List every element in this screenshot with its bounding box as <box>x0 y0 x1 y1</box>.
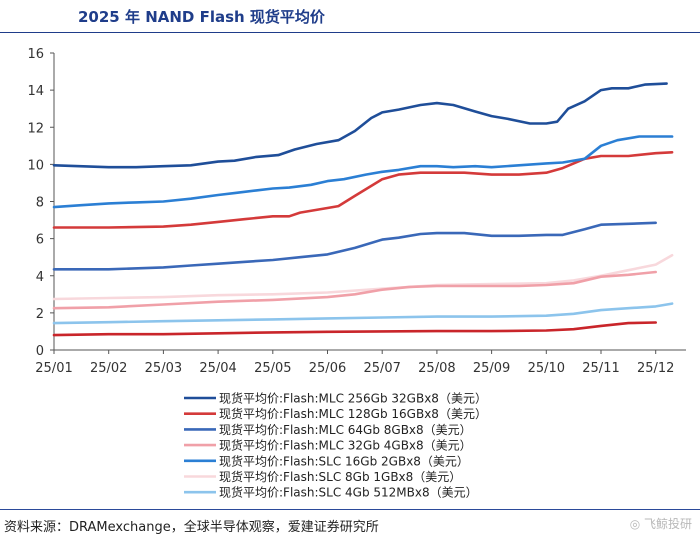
x-tick-label: 25/02 <box>90 361 127 376</box>
series-line-4 <box>52 135 674 209</box>
x-tick-label: 25/04 <box>199 361 236 376</box>
legend-label-0: 现货平均价:Flash:MLC 256Gb 32GBx8（美元） <box>219 391 487 406</box>
y-tick-label: 12 <box>27 121 44 136</box>
x-tick-label: 25/08 <box>418 361 455 376</box>
chart-legend: 现货平均价:Flash:MLC 256Gb 32GBx8（美元）现货平均价:Fl… <box>184 391 487 500</box>
legend-label-6: 现货平均价:Flash:SLC 4Gb 512MBx8（美元） <box>219 485 478 500</box>
x-tick-label: 25/12 <box>637 361 674 376</box>
source-note: 资料来源：DRAMexchange，全球半导体观察，爱建证券研究所 <box>4 520 379 535</box>
x-tick-label: 25/06 <box>309 361 346 376</box>
x-tick-label: 25/09 <box>473 361 510 376</box>
footer-divider <box>0 509 700 510</box>
x-tick-label: 25/10 <box>528 361 565 376</box>
legend-label-1: 现货平均价:Flash:MLC 128Gb 16GBx8（美元） <box>219 406 487 421</box>
x-tick-label: 25/03 <box>145 361 182 376</box>
y-tick-label: 10 <box>27 158 44 173</box>
x-tick-label: 25/07 <box>363 361 400 376</box>
title-divider <box>0 32 700 33</box>
x-tick-label: 25/01 <box>35 361 72 376</box>
watermark: ◎ 飞鲸投研 <box>629 517 692 531</box>
x-tick-label: 25/05 <box>254 361 291 376</box>
series-line-7 <box>52 321 657 337</box>
chart-axes: 0 2 4 6 8 10 12 14 16 25/01 25/02 25/03 25/04 25/05 25… <box>27 47 686 376</box>
y-tick-label: 2 <box>36 307 44 322</box>
y-tick-label: 8 <box>36 196 44 211</box>
series-line-2 <box>52 221 657 271</box>
legend-label-3: 现货平均价:Flash:MLC 32Gb 4GBx8（美元） <box>219 438 472 453</box>
legend-label-5: 现货平均价:Flash:SLC 8Gb 1GBx8（美元） <box>219 469 461 484</box>
y-tick-label: 16 <box>27 47 44 62</box>
y-tick-label: 14 <box>27 84 44 99</box>
legend-label-2: 现货平均价:Flash:MLC 64Gb 8GBx8（美元） <box>219 422 472 437</box>
series-line-1 <box>52 151 674 229</box>
series-line-6 <box>52 302 674 325</box>
chart-series <box>52 82 674 337</box>
chart-title: 2025 年 NAND Flash 现货平均价 <box>78 8 325 26</box>
x-tick-label: 25/11 <box>582 361 619 376</box>
y-tick-label: 6 <box>36 233 44 248</box>
y-tick-label: 4 <box>36 270 44 285</box>
y-tick-label: 0 <box>36 344 44 359</box>
series-line-0 <box>52 82 668 169</box>
legend-label-4: 现货平均价:Flash:SLC 16Gb 2GBx8（美元） <box>219 453 469 468</box>
series-line-3 <box>52 270 657 310</box>
